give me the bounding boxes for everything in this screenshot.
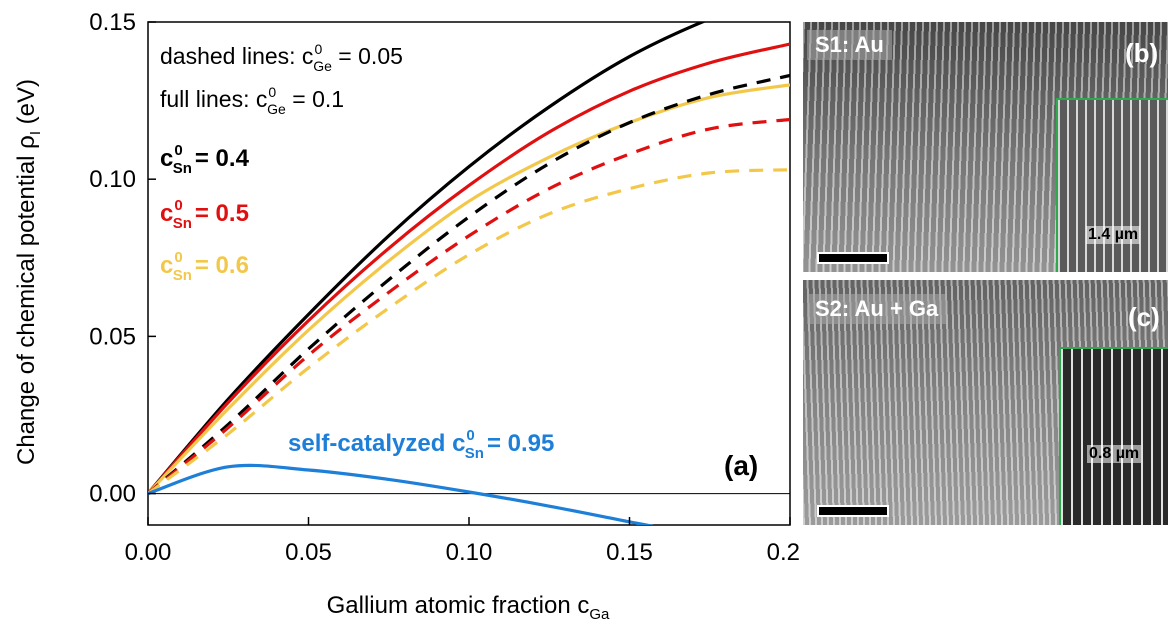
self-catalyzed-annotation: self-catalyzed c0 Sn = 0.95: [288, 427, 554, 462]
y-tick-label: 0.10: [89, 166, 136, 193]
x-tick-label: 0.15: [606, 539, 653, 566]
x-tick-label: 0.20: [767, 539, 800, 566]
panel-c-letter: (c): [1128, 302, 1160, 332]
legend-csn-0-4: c0 Sn = 0.4: [160, 142, 250, 177]
panel-b-scale-bar: [817, 252, 889, 264]
series-line-csn-0-5-dashed: [148, 117, 790, 495]
x-tick-label: 0.05: [285, 539, 332, 566]
panel-b-inset: 1.4 µm: [1056, 98, 1168, 272]
y-tick-label: 0.15: [89, 9, 136, 36]
y-tick-label: 0.00: [89, 481, 136, 508]
x-axis-label: Gallium atomic fraction cGa: [327, 592, 610, 623]
panel-b-inset-length: 1.4 µm: [1086, 226, 1141, 244]
x-tick-label: 0.10: [446, 539, 493, 566]
series-line-csn-0-5-solid: [148, 42, 790, 495]
panel-b-letter: (b): [1125, 38, 1159, 68]
dashed-lines-annotation: dashed lines: c0 Ge = 0.05: [160, 41, 403, 74]
panel-c-inset-length: 0.8 µm: [1087, 445, 1142, 463]
panel-c-scale-bar: [817, 505, 889, 517]
panel-b-label: S1: Au: [807, 30, 892, 60]
sem-panel-c: S2: Au + Ga (c) 0.8 µm: [803, 280, 1168, 525]
legend-csn-0-5: c0 Sn = 0.5: [160, 197, 249, 232]
series-line-csn-0-6-solid: [148, 83, 790, 495]
y-tick-label: 0.05: [89, 323, 136, 350]
series-line-csn-0-6-dashed: [148, 168, 790, 495]
panel-c-label: S2: Au + Ga: [807, 294, 947, 324]
full-lines-annotation: full lines: c0 Ge = 0.1: [160, 84, 344, 117]
series-line-csn-0-4-dashed: [148, 73, 790, 495]
panel-c-inset: 0.8 µm: [1059, 347, 1168, 525]
series-group: [148, 22, 790, 525]
axis-ticks: 0.00 0.05 0.10 0.15 0.20 0.00 0.05 0.10 0.15: [89, 9, 800, 566]
chart-svg: 0.00 0.05 0.10 0.15 0.20 0.00 0.05 0.10 0.15 Cha…: [13, 9, 800, 623]
panel-a-letter: (a): [724, 450, 758, 481]
legend-csn-0-6: c0 Sn = 0.6: [160, 249, 249, 284]
sem-panel-b: S1: Au (b) 1.4 µm: [803, 22, 1168, 272]
y-axis-label: Change of chemical potential ρI (eV): [13, 79, 44, 465]
x-tick-label: 0.00: [125, 539, 172, 566]
series-line-csn-0-4-solid: [148, 22, 707, 495]
series-line-csn-0-95-solid: [148, 463, 655, 525]
